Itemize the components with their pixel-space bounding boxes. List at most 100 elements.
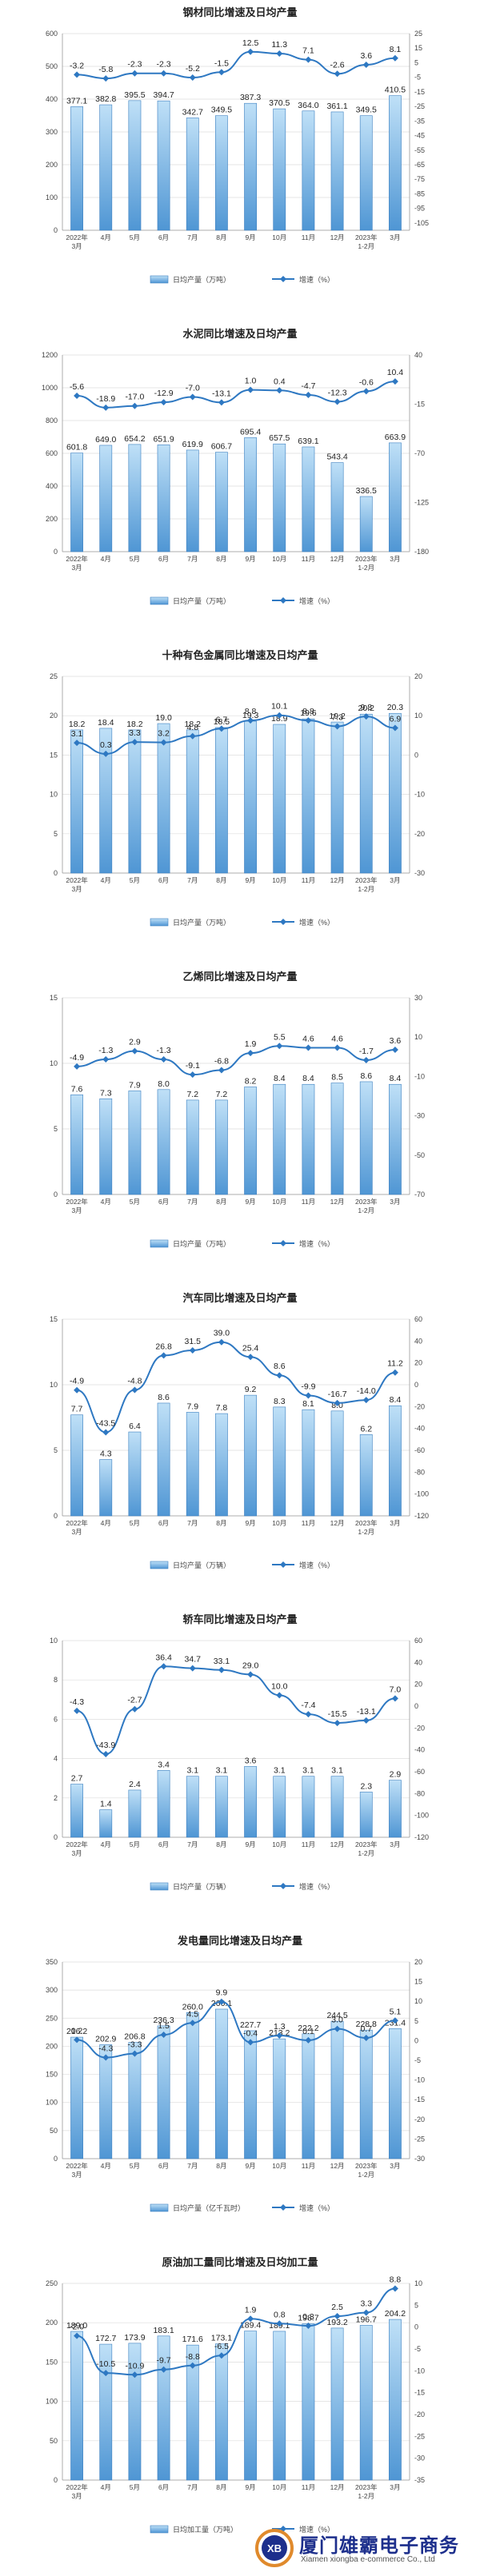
- right-tick-label: -55: [414, 146, 425, 154]
- line-point: [218, 1067, 225, 1074]
- right-tick-label: -25: [414, 2135, 425, 2143]
- bar: [157, 445, 170, 552]
- right-tick-label: 10: [414, 712, 422, 720]
- category-label: 4月: [101, 2483, 111, 2491]
- line-point: [276, 712, 283, 719]
- bar: [99, 104, 113, 231]
- line-point: [102, 2054, 110, 2061]
- bar: [99, 1098, 113, 1195]
- bar: [330, 111, 344, 231]
- left-tick-label: 500: [46, 62, 58, 70]
- line-point: [74, 1386, 81, 1394]
- bar-value-label: 649.0: [95, 435, 116, 445]
- bar: [186, 1099, 199, 1195]
- line-point: [102, 2370, 110, 2377]
- legend: 日均产量（万辆） 增速（%）: [150, 1882, 334, 1891]
- right-tick-label: -10: [414, 2367, 425, 2375]
- category-label: 4月: [101, 2162, 111, 2170]
- right-tick-label: -45: [414, 132, 425, 140]
- right-tick-label: 40: [414, 351, 422, 359]
- right-tick-label: 10: [414, 2279, 422, 2287]
- category-label: 6月: [158, 233, 169, 241]
- bar-value-label: 657.5: [269, 433, 290, 443]
- line-value-label: 8.6: [274, 1362, 286, 1371]
- category-label: 8月: [216, 555, 226, 563]
- line-point: [189, 2020, 196, 2027]
- line-value-label: 0.7: [360, 2024, 372, 2034]
- category-label: 12月: [330, 876, 345, 884]
- growth-line: [77, 714, 395, 755]
- bar-value-label: 202.9: [95, 2034, 116, 2044]
- line-point: [362, 61, 370, 68]
- category-label-line: 3月: [71, 1849, 82, 1857]
- line-point: [131, 1386, 138, 1394]
- category-label: 7月: [187, 1840, 198, 1848]
- right-tick-label: -30: [414, 869, 425, 877]
- bar: [302, 2033, 315, 2159]
- line-value-label: -1.5: [214, 58, 229, 68]
- left-tick-label: 350: [46, 1958, 58, 1966]
- category-label: 10月: [272, 1519, 286, 1527]
- bar: [302, 446, 315, 552]
- bar-value-label: 3.1: [186, 1766, 198, 1776]
- line-value-label: -13.1: [212, 389, 231, 398]
- right-tick-label: 0: [414, 2036, 418, 2044]
- line-point: [276, 2320, 283, 2327]
- bar: [157, 2335, 170, 2481]
- line-point: [334, 70, 341, 78]
- category-label-line: 1-2月: [358, 885, 374, 893]
- bar: [389, 95, 402, 231]
- category-label: 9月: [245, 1840, 255, 1848]
- legend-line-marker: [280, 919, 286, 925]
- bar: [157, 2025, 170, 2159]
- category-label-line: 2022年: [66, 1198, 88, 1206]
- right-tick-label: 30: [414, 994, 422, 1002]
- category-label: 7月: [187, 2483, 198, 2491]
- bar: [389, 1405, 402, 1517]
- category-label: 6月: [158, 555, 169, 563]
- legend-line-marker: [280, 597, 286, 604]
- chart-block: 十种有色金属同比增速及日均产量 0 5 10 15 20 25 20 10 0 -10 -20 -30 1…: [0, 643, 480, 964]
- right-tick-label: -80: [414, 1789, 425, 1797]
- svg-text:XB: XB: [267, 2542, 282, 2554]
- bar: [157, 1770, 170, 1838]
- line-point: [334, 1044, 341, 1051]
- line-value-label: 26.8: [155, 1342, 172, 1351]
- bar: [273, 724, 286, 874]
- bar-value-label: 18.2: [126, 720, 143, 729]
- right-tick-label: -15: [414, 2389, 425, 2397]
- bar: [389, 1083, 402, 1195]
- line-point: [247, 386, 254, 393]
- legend-bar-swatch: [150, 596, 169, 605]
- line-point: [74, 2332, 81, 2339]
- line-value-label: -43.5: [96, 1418, 115, 1428]
- line-point: [189, 393, 196, 401]
- left-tick-label: 600: [46, 449, 58, 457]
- line-value-label: -4.9: [70, 1377, 84, 1386]
- right-tick-label: -40: [414, 1746, 425, 1754]
- bar: [128, 100, 142, 231]
- left-tick-label: 10: [50, 1637, 58, 1645]
- line-point: [334, 2313, 341, 2319]
- legend-line-label: 增速（%）: [299, 2203, 334, 2212]
- right-tick-label: -35: [414, 117, 425, 125]
- category-label-line: 2023年: [355, 555, 378, 563]
- left-tick-label: 600: [46, 30, 58, 38]
- bar: [273, 1776, 286, 1838]
- category-label: 5月: [130, 1198, 140, 1206]
- bar-value-label: 3.4: [158, 1760, 170, 1769]
- bar: [128, 729, 142, 874]
- bar-value-label: 8.4: [274, 1074, 286, 1083]
- category-label-line: 1-2月: [358, 242, 374, 250]
- category-label: 8月: [216, 2483, 226, 2491]
- right-tick-label: -105: [414, 219, 429, 227]
- legend-line-label: 增速（%）: [299, 1561, 334, 1569]
- category-label: 11月: [302, 233, 315, 241]
- line-point: [305, 1711, 312, 1718]
- bar: [99, 445, 113, 552]
- line-point: [131, 1047, 138, 1055]
- bar: [244, 720, 257, 874]
- bar-value-label: 8.6: [360, 1071, 372, 1081]
- category-label: 8月: [216, 1840, 226, 1848]
